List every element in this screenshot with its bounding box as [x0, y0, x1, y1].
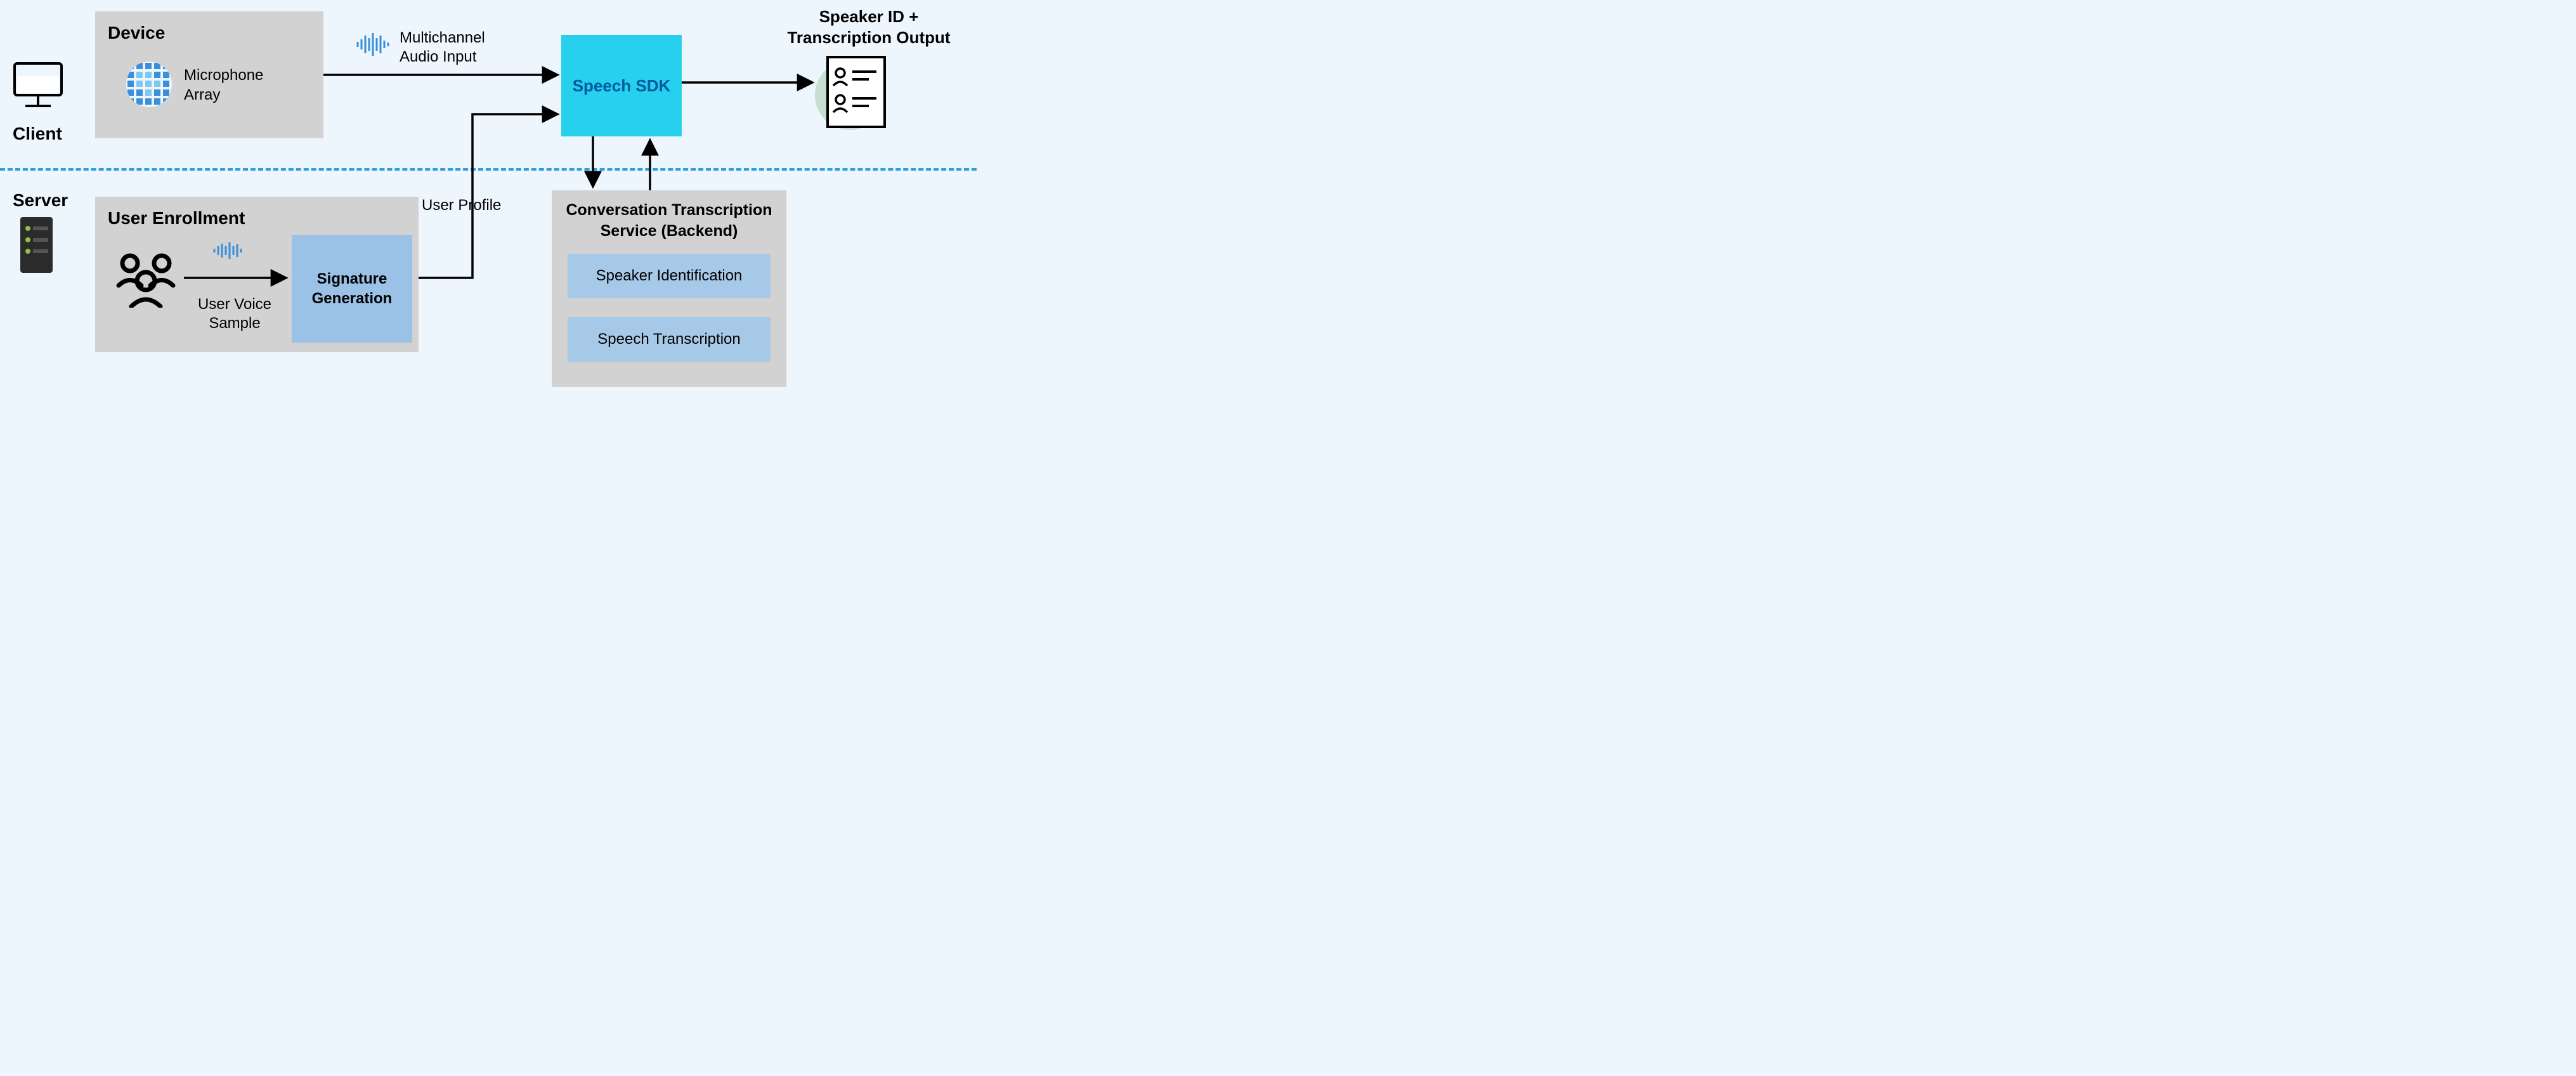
client-server-divider — [0, 168, 977, 171]
device-box: Device Microphone Array — [95, 11, 323, 138]
output-doc-icon — [824, 54, 888, 130]
device-title: Device — [108, 23, 165, 43]
backend-box: Conversation Transcription Service (Back… — [552, 190, 786, 387]
speech-sdk-label: Speech SDK — [573, 76, 671, 96]
server-icon — [19, 216, 54, 276]
audio-input-label: Multichannel Audio Input — [400, 29, 501, 67]
voice-sample-label: User Voice Sample — [190, 295, 279, 333]
monitor-icon — [10, 57, 67, 114]
backend-title: Conversation Transcription Service (Back… — [561, 200, 777, 241]
user-enrollment-title: User Enrollment — [108, 208, 245, 228]
client-label: Client — [13, 124, 62, 144]
signature-generation-label: Signature Generation — [304, 269, 400, 308]
users-icon — [111, 251, 181, 308]
speech-sdk-box: Speech SDK — [561, 35, 682, 136]
output-title: Speaker ID + Transcription Output — [777, 6, 961, 48]
speaker-id-box: Speaker Identification — [568, 254, 771, 298]
signature-generation-box: Signature Generation — [292, 235, 412, 343]
server-label: Server — [13, 190, 68, 211]
user-enrollment-box: User Enrollment User Voice Sample Signat… — [95, 197, 419, 352]
speech-transcription-label: Speech Transcription — [597, 331, 740, 348]
speech-transcription-box: Speech Transcription — [568, 317, 771, 362]
voice-sample-audio-icon — [212, 241, 244, 260]
mic-array-icon — [124, 59, 174, 110]
audio-waveform-icon — [355, 32, 393, 57]
user-profile-label: User Profile — [422, 197, 501, 214]
speaker-id-label: Speaker Identification — [596, 267, 743, 285]
mic-array-label: Microphone Array — [184, 65, 279, 105]
